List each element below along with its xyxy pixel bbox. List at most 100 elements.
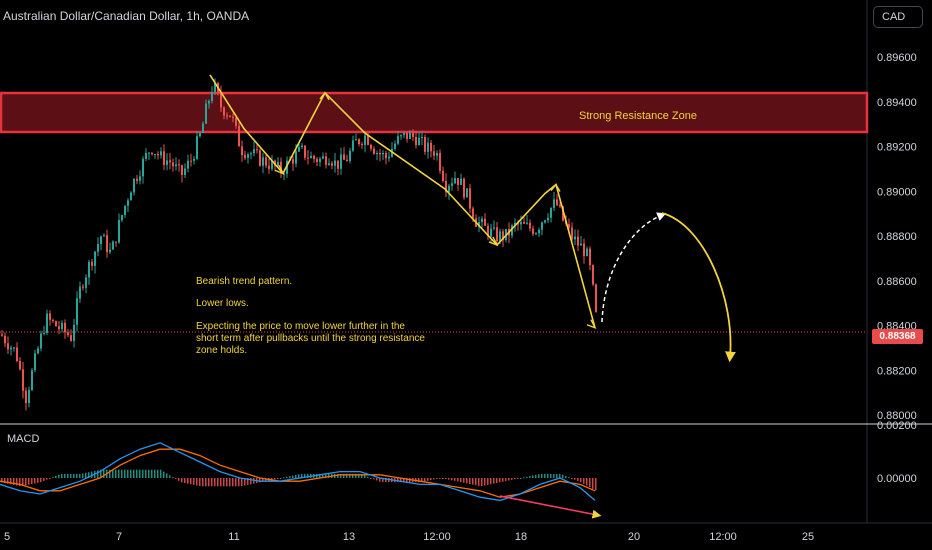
macd-histogram-bar: [358, 473, 360, 478]
candle-body: [547, 217, 549, 221]
macd-histogram-bar: [154, 469, 156, 478]
candle-body: [445, 180, 447, 193]
macd-histogram-bar: [466, 478, 468, 484]
zigzag-line: [209, 74, 596, 328]
macd-histogram-bar: [7, 478, 9, 484]
macd-histogram-bar: [364, 475, 366, 478]
macd-histogram-bar: [454, 478, 456, 481]
macd-histogram-bar: [430, 478, 432, 481]
macd-histogram-bar: [184, 478, 186, 483]
macd-histogram-bar: [91, 471, 93, 478]
macd-histogram-bar: [589, 478, 591, 488]
macd-histogram-bar: [118, 469, 120, 478]
candle-body: [172, 162, 174, 167]
chart-title[interactable]: Australian Dollar/Canadian Dollar, 1h, O…: [3, 9, 250, 23]
candle-body: [82, 286, 84, 288]
macd-histogram-bar: [322, 473, 324, 478]
candle-body: [358, 139, 360, 144]
macd-label[interactable]: MACD: [7, 433, 40, 445]
macd-histogram-bar: [172, 477, 174, 479]
price-axis-ticks: 0.89600 0.89400 0.89200 0.89000 0.88800 0.886…: [877, 52, 917, 432]
macd-histogram-bar: [388, 478, 390, 483]
price-tick-label: 0.89400: [877, 97, 917, 109]
candle-body: [112, 241, 114, 250]
macd-histogram-bar: [457, 478, 459, 482]
macd-histogram-bar: [523, 477, 525, 479]
candle-body: [466, 188, 468, 198]
macd-histogram-bar: [295, 474, 297, 478]
candle-body: [400, 135, 402, 137]
time-tick-label: 20: [628, 531, 640, 543]
candle-body: [106, 235, 108, 253]
candle-body: [511, 225, 513, 236]
candle-body: [568, 224, 570, 228]
macd-histogram-bar: [556, 473, 558, 478]
macd-histogram-bar: [247, 478, 249, 485]
macd-histogram-bar: [232, 478, 234, 487]
macd-histogram-bar: [319, 473, 321, 478]
macd-histogram-bar: [202, 478, 204, 487]
macd-histogram-bar: [130, 469, 132, 478]
macd-histogram-bar: [67, 473, 69, 478]
macd-histogram-bar: [46, 478, 48, 480]
macd-histogram-bar: [463, 478, 465, 483]
candle-body: [439, 152, 441, 171]
price-tick-label: 0.89600: [877, 52, 917, 64]
candle-body: [145, 153, 147, 159]
zigzag-arrowhead: [586, 319, 597, 330]
candle-body: [424, 136, 426, 152]
macd-histogram-bar: [229, 478, 231, 487]
candle-body: [244, 155, 246, 158]
macd-histogram-bar: [553, 473, 555, 478]
candle-body: [85, 277, 87, 288]
candle-body: [184, 168, 186, 175]
macd-histogram-bar: [115, 469, 117, 478]
candle-body: [403, 132, 405, 136]
candle-body: [211, 91, 213, 101]
macd-histogram-bar: [142, 469, 144, 478]
macd-histogram-bar: [64, 473, 66, 478]
time-tick-label: 7: [116, 531, 122, 543]
candle-body: [4, 335, 6, 344]
macd-histogram-bar: [1, 478, 3, 483]
candle-body: [382, 152, 384, 155]
candle-body: [238, 125, 240, 147]
currency-button[interactable]: CAD: [873, 6, 923, 28]
candle-body: [451, 183, 453, 186]
candle-body: [340, 154, 342, 169]
candle-body: [166, 160, 168, 165]
macd-histogram-bar: [382, 478, 384, 483]
macd-histogram-bar: [403, 478, 405, 483]
macd-histogram-bar: [541, 473, 543, 478]
candle-body: [589, 248, 591, 266]
candle-body: [292, 159, 294, 164]
candle-body: [181, 165, 183, 175]
macd-histogram-bar: [100, 469, 102, 478]
candle-body: [103, 235, 105, 237]
candle-body: [136, 178, 138, 181]
candle-body: [421, 136, 423, 138]
macd-histogram-bar: [370, 478, 372, 479]
candle-body: [265, 157, 267, 166]
macd-histogram-bar: [385, 478, 387, 483]
candle-body: [64, 322, 66, 333]
candle-body: [187, 160, 189, 169]
price-tick-label: 0.89000: [877, 186, 917, 198]
candle-body: [454, 178, 456, 184]
candle-body: [193, 158, 195, 161]
macd-histogram-bar: [469, 478, 471, 485]
candle-body: [490, 228, 492, 237]
candle-body: [76, 298, 78, 325]
macd-histogram-bar: [223, 478, 225, 487]
macd-histogram-bar: [355, 473, 357, 478]
macd-histogram-bar: [16, 478, 18, 486]
macd-histogram-bar: [544, 473, 546, 478]
macd-histogram-bar: [58, 474, 60, 478]
candle-body: [118, 220, 120, 243]
macd-histogram-bar: [328, 473, 330, 478]
candle-body: [205, 103, 207, 124]
candle-body: [322, 156, 324, 159]
candle-body: [7, 343, 9, 350]
macd-histogram-bar: [574, 478, 576, 480]
